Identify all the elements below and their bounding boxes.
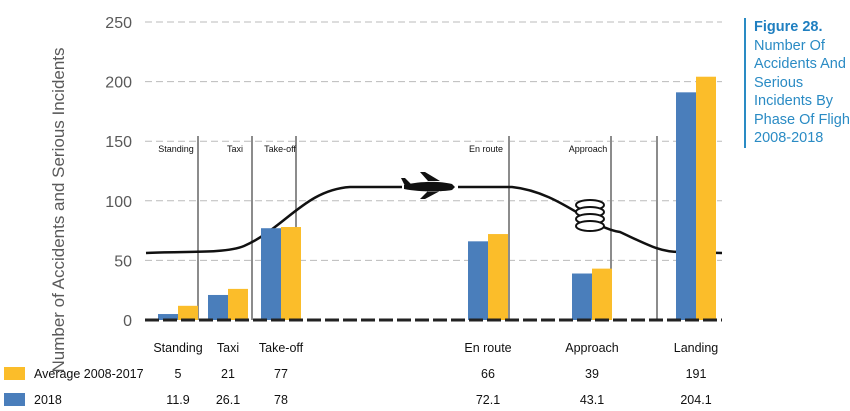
phase-label-1: Taxi	[227, 144, 243, 154]
holding-pattern-icon	[575, 220, 605, 232]
legend-swatch-0	[4, 367, 25, 380]
figure-caption: Figure 28. Number Of Accidents And Serio…	[744, 18, 850, 148]
bar-1-3	[488, 234, 508, 320]
legend-swatch-1	[4, 393, 25, 406]
table-cell-1-1: 26.1	[216, 393, 240, 407]
x-tick-labels: Standing Taxi Take-off En route Approach Land…	[153, 341, 718, 355]
y-tick-0: 0	[123, 313, 132, 330]
table-cell-1-3: 72.1	[476, 393, 500, 407]
x-tick-1: Taxi	[217, 341, 239, 355]
table-cell-1-2: 78	[274, 393, 288, 407]
table-cell-1-5: 204.1	[680, 393, 711, 407]
table-cell-0-4: 39	[585, 367, 599, 381]
phase-label-2: Take-off	[264, 144, 296, 154]
y-tick-50: 50	[114, 253, 132, 270]
bar-1-2	[281, 227, 301, 320]
y-tick-100: 100	[105, 194, 132, 211]
legend-label-1: 2018	[34, 393, 62, 407]
table-cell-1-4: 43.1	[580, 393, 604, 407]
figure-title: Number Of Accidents And Serious Incident…	[754, 37, 850, 147]
x-tick-5: Landing	[674, 341, 719, 355]
table-cell-0-2: 77	[274, 367, 288, 381]
gridlines	[145, 21, 722, 261]
bar-0-2	[261, 228, 281, 320]
bar-0-4	[572, 273, 592, 320]
bar-1-0	[178, 305, 198, 320]
x-tick-4: Approach	[565, 341, 619, 355]
x-tick-2: Take-off	[259, 341, 304, 355]
phase-label-0: Standing	[158, 144, 194, 154]
y-tick-200: 200	[105, 75, 132, 92]
bar-0-1	[208, 294, 228, 320]
table-cell-0-5: 191	[686, 367, 707, 381]
bar-1-1	[228, 288, 248, 320]
phase-label-4: Approach	[569, 144, 608, 154]
bars	[158, 76, 716, 320]
table-cell-0-1: 21	[221, 367, 235, 381]
table-cell-0-0: 5	[175, 367, 182, 381]
data-table: Average 2008-2017 5 21 77 66 39 191 2018 11.9 26.…	[4, 367, 712, 407]
y-tick-150: 150	[105, 134, 132, 151]
table-cell-1-0: 11.9	[166, 393, 189, 407]
legend-label-0: Average 2008-2017	[34, 367, 144, 381]
bar-1-5	[696, 76, 716, 320]
airplane-icon	[401, 172, 455, 199]
y-tick-250: 250	[105, 15, 132, 32]
x-tick-3: En route	[464, 341, 511, 355]
y-axis-label: Number of Accidents and Serious Incident…	[49, 47, 68, 372]
y-tick-labels: 0 50 100 150 200 250	[105, 15, 132, 330]
table-cell-0-3: 66	[481, 367, 495, 381]
bar-0-5	[676, 92, 696, 320]
x-tick-0: Standing	[153, 341, 202, 355]
bar-0-0	[158, 314, 178, 320]
bar-0-3	[468, 241, 488, 320]
flight-path-icon	[145, 185, 723, 255]
figure-number: Figure 28.	[754, 19, 823, 35]
bar-1-4	[592, 268, 612, 320]
phase-label-3: En route	[469, 144, 503, 154]
flight-path-illustration	[145, 172, 723, 255]
